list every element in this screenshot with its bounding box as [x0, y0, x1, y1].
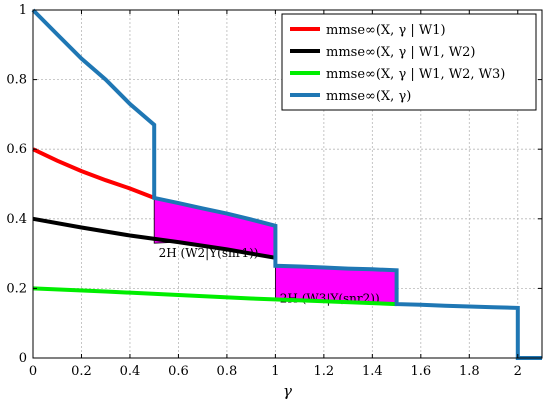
- series-line-2: [32, 216, 276, 260]
- y-tick-label: 0.8: [6, 73, 27, 88]
- x-tick-label: 1.2: [314, 364, 335, 379]
- plot-frame: [32, 9, 543, 359]
- tick-marks: 0 0.2 0.4 0.6 0.8 1 1.2 1.4 1.6 1.8 2 0 0.2 0.4 0.6 0.8…: [6, 3, 542, 379]
- legend-entry-2: mmse∞(X, γ | W1, W2): [326, 45, 475, 60]
- x-tick-label: 0.6: [168, 364, 189, 379]
- x-tick-label: 1.8: [459, 364, 480, 379]
- x-tick-label: 0.4: [120, 364, 141, 379]
- x-tick-label: 0: [29, 364, 37, 379]
- y-tick-label: 1: [19, 3, 27, 18]
- series-line-1: [32, 147, 155, 200]
- x-tick-label: 0.8: [217, 364, 238, 379]
- legend-entry-3: mmse∞(X, γ | W1, W2, W3): [326, 67, 505, 82]
- x-tick-label: 1.4: [362, 364, 383, 379]
- x-tick-label: 1: [271, 364, 279, 379]
- legend-box: [281, 13, 537, 111]
- legend: mmse∞(X, γ | W1) mmse∞(X, γ | W1, W2) mmse…: [281, 13, 537, 111]
- legend-entry-1: mmse∞(X, γ | W1): [326, 23, 446, 38]
- legend-entry-4: mmse∞(X, γ): [326, 89, 411, 104]
- series-line-4: [31, 8, 542, 360]
- x-tick-label: 2: [514, 364, 522, 379]
- y-tick-label: 0.6: [6, 142, 27, 157]
- y-tick-label: 0: [19, 351, 27, 366]
- x-tick-label: 1.6: [410, 364, 431, 379]
- y-tick-label: 0.2: [6, 281, 27, 296]
- series-lines: [31, 8, 542, 360]
- x-tick-label: 0.2: [71, 364, 92, 379]
- x-axis-label: γ: [283, 382, 292, 400]
- y-tick-label: 0.4: [6, 212, 27, 227]
- series-line-3: [32, 286, 397, 307]
